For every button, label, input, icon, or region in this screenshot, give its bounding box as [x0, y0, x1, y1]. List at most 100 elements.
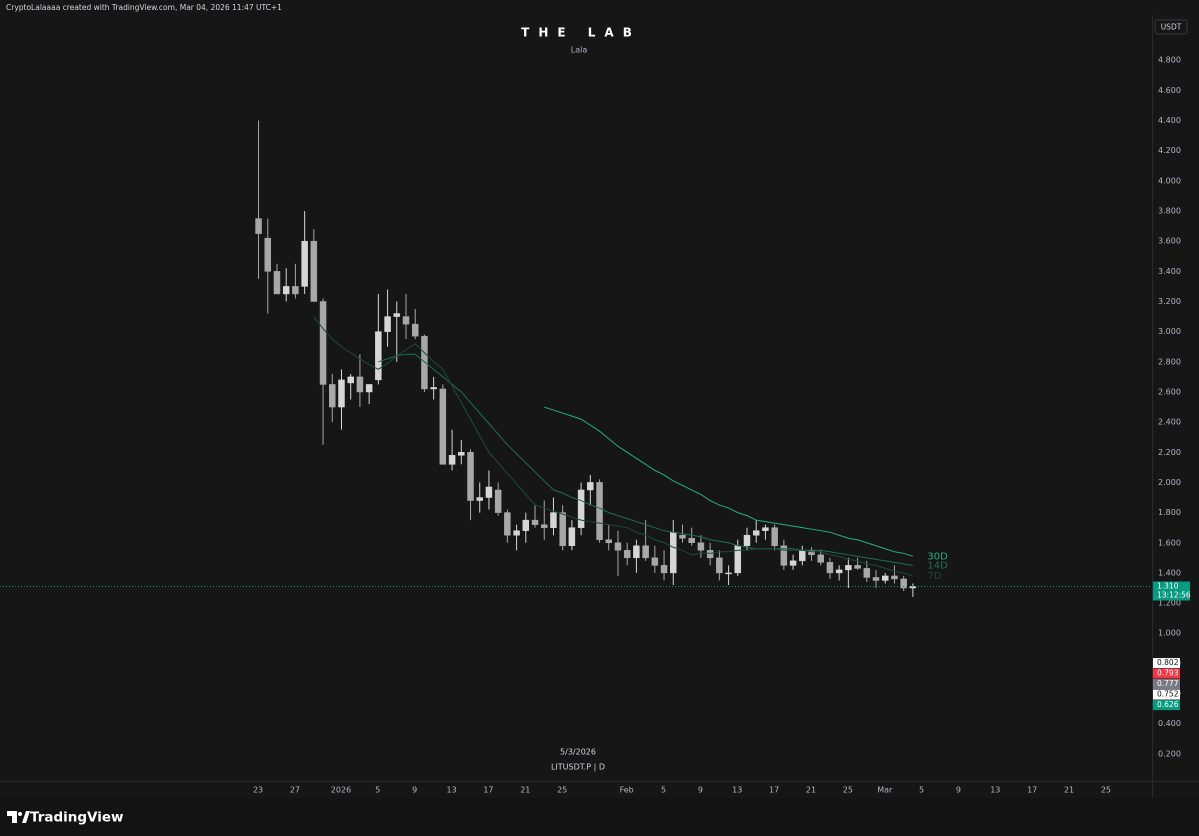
price-marker	[1153, 658, 1180, 669]
y-tick-label: 2.000	[1158, 478, 1181, 487]
brand: TradingView	[30, 810, 124, 826]
last-price-box	[1153, 581, 1190, 601]
candle-body	[881, 575, 889, 581]
candle-body	[817, 554, 824, 563]
candle-body	[513, 530, 520, 536]
price-marker	[1153, 679, 1180, 690]
logo-part	[7, 811, 17, 823]
footer	[0, 798, 1199, 836]
y-tick-label: 4.000	[1158, 176, 1181, 185]
candle-body	[282, 286, 290, 295]
candle-body	[688, 537, 695, 544]
candle-body	[476, 497, 483, 501]
currency[interactable]: USDT	[1161, 23, 1182, 32]
x-tick-label: 25	[557, 786, 567, 795]
candle-body	[679, 534, 686, 539]
ma-label: 7D	[927, 571, 941, 582]
price-marker-label: 0.793	[1157, 669, 1179, 678]
x-tick-label: 13	[990, 786, 1000, 795]
candle-body	[356, 376, 364, 393]
candle-body	[255, 218, 262, 234]
candle-body	[863, 568, 871, 578]
candle-body	[273, 271, 281, 295]
x-tick-label: 27	[290, 786, 300, 795]
candle-body	[835, 569, 843, 574]
candle-body	[706, 550, 714, 559]
x-tick-label: 25	[1101, 786, 1111, 795]
y-tick-label: 2.400	[1158, 418, 1181, 427]
candle-body	[559, 512, 566, 547]
candle-body	[826, 562, 834, 574]
x-tick-label: 5	[375, 786, 380, 795]
price-marker	[1153, 700, 1180, 711]
ma-label: 30D	[927, 551, 948, 562]
x-tick-label: 21	[520, 786, 530, 795]
x-tick-label: Feb	[620, 786, 634, 795]
x-tick-label: 5	[919, 786, 924, 795]
symbol: LITUSDT.P | D	[551, 763, 605, 772]
y-tick-label: 1.400	[1158, 568, 1181, 577]
y-tick-label: 4.600	[1158, 86, 1181, 95]
y-tick-label: 3.800	[1158, 207, 1181, 216]
candle-body	[596, 482, 603, 540]
candle-body	[319, 301, 327, 385]
candle-body	[411, 323, 419, 337]
candle-body	[670, 531, 677, 574]
candle-body	[780, 545, 788, 566]
y-tick-label: 1.000	[1158, 629, 1181, 638]
x-tick-label: 17	[483, 786, 493, 795]
logo-part	[18, 812, 22, 816]
y-tick-label: 4.800	[1158, 56, 1181, 65]
price-marker-label: 0.802	[1157, 658, 1179, 667]
candle-body	[743, 534, 751, 547]
candle-body	[614, 542, 622, 551]
candle-body	[448, 455, 456, 465]
candle-body	[642, 545, 649, 559]
candle-body	[605, 539, 613, 544]
price-marker-label: 0.777	[1157, 679, 1179, 688]
candle-body	[651, 557, 659, 566]
price-marker	[1153, 689, 1180, 700]
ma-line	[544, 406, 914, 557]
candle-body	[697, 542, 705, 551]
candle-body	[393, 313, 401, 317]
candle-body	[430, 387, 437, 390]
candle-body	[531, 519, 539, 525]
candle-body	[716, 557, 723, 574]
candle-body	[301, 240, 308, 287]
x-tick-label: 9	[412, 786, 417, 795]
price-marker	[1153, 668, 1180, 679]
x-tick-label: 5	[661, 786, 666, 795]
x-tick-label: 25	[843, 786, 853, 795]
y-tick-label: 4.200	[1158, 146, 1181, 155]
ma-line	[378, 353, 913, 566]
candle-body	[623, 550, 631, 559]
candle-body	[338, 379, 345, 408]
watermark-date: 5/3/2026	[560, 748, 596, 757]
candle-body	[292, 286, 299, 295]
ma-label: 14D	[927, 560, 948, 571]
currency-box[interactable]	[1154, 19, 1188, 35]
brand-logo	[7, 811, 30, 823]
candle-body	[384, 316, 391, 332]
countdown: 13:12:56	[1157, 590, 1191, 599]
x-tick-label: 17	[1027, 786, 1037, 795]
price-marker-label: 0.626	[1157, 700, 1179, 709]
candle-body	[854, 565, 861, 569]
candle-body	[799, 550, 806, 562]
candle-body	[771, 527, 778, 547]
y-tick-label: 2.600	[1158, 387, 1181, 396]
candle-body	[522, 519, 530, 531]
logo-part	[22, 811, 30, 823]
candle-body	[752, 530, 760, 536]
candle-body	[872, 577, 880, 581]
x-tick-label: 9	[698, 786, 703, 795]
candle-body	[365, 384, 373, 393]
x-tick-label: 13	[732, 786, 742, 795]
candle-body	[458, 452, 465, 456]
candle-body	[789, 560, 797, 566]
candle-body	[467, 452, 474, 501]
